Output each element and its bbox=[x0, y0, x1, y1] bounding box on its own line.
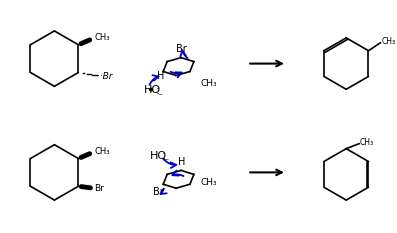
Text: Br: Br bbox=[153, 187, 164, 197]
Text: :: : bbox=[161, 149, 166, 162]
Text: CH₃: CH₃ bbox=[94, 33, 110, 42]
Text: CH₃: CH₃ bbox=[201, 178, 218, 187]
Text: CH₃: CH₃ bbox=[360, 138, 374, 147]
Text: :: : bbox=[155, 84, 160, 97]
Text: HO: HO bbox=[143, 85, 160, 95]
Text: Br: Br bbox=[94, 184, 104, 193]
Text: ⁻: ⁻ bbox=[157, 92, 162, 102]
Text: ···Br: ···Br bbox=[95, 72, 114, 81]
Text: H: H bbox=[178, 158, 186, 168]
Text: CH₃: CH₃ bbox=[94, 147, 110, 156]
Text: HO: HO bbox=[150, 151, 168, 161]
Text: CH₃: CH₃ bbox=[201, 79, 218, 88]
Text: H: H bbox=[156, 72, 164, 82]
Text: CH₃: CH₃ bbox=[382, 37, 395, 46]
Text: Br: Br bbox=[175, 44, 187, 54]
Text: ⁻: ⁻ bbox=[163, 158, 168, 168]
